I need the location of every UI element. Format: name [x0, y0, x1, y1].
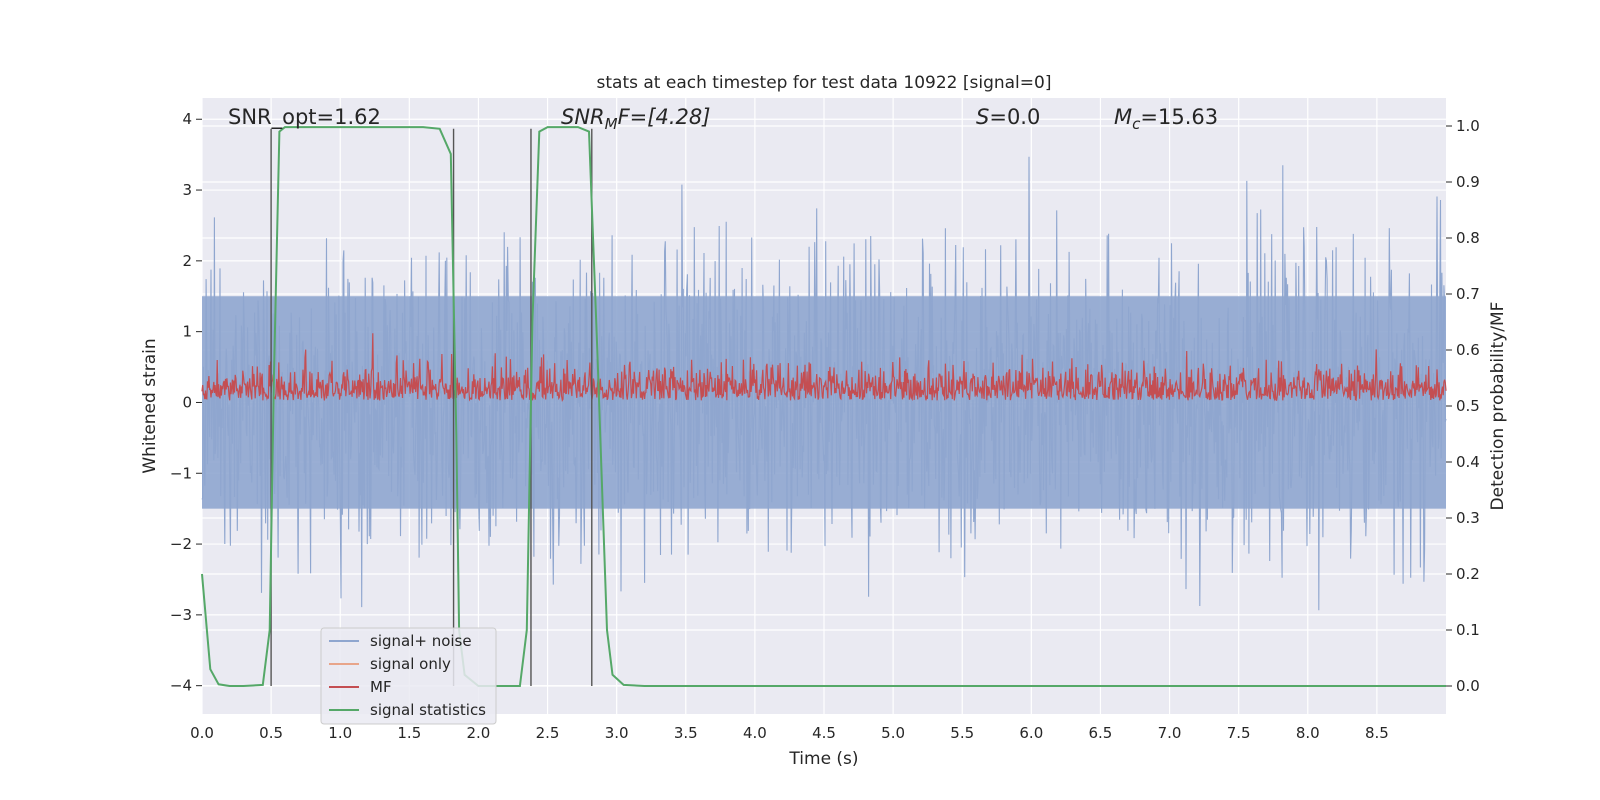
x-tick-9: 4.5 — [812, 724, 836, 742]
x-tick-14: 7.0 — [1158, 724, 1182, 742]
legend-label-3: signal statistics — [370, 701, 486, 719]
x-tick-2: 1.0 — [328, 724, 352, 742]
annotation-snr-mf-rest: F=[4.28] — [618, 105, 711, 129]
annotation-mc: Mc=15.63 — [1114, 105, 1218, 133]
annotation-s-var: S — [976, 105, 989, 129]
x-tick-11: 5.5 — [950, 724, 974, 742]
legend-label-1: signal only — [370, 655, 451, 673]
x-tick-7: 3.5 — [674, 724, 698, 742]
x-tick-1: 0.5 — [259, 724, 283, 742]
mf-series — [201, 333, 1447, 402]
y-left-tick-2: 2 — [182, 252, 192, 270]
y-left-tick-4: 0 — [182, 393, 192, 411]
y-right-tick-9: 0.1 — [1456, 621, 1480, 639]
signal-statistics-series — [201, 126, 1446, 687]
y-right-tick-2: 0.8 — [1456, 229, 1480, 247]
annotation-mc-rest: =15.63 — [1140, 105, 1218, 129]
annotation-mc-sub: c — [1132, 115, 1141, 133]
annotation-s-rest: =0.0 — [989, 105, 1040, 129]
annotation-snr-mf-sub: M — [605, 115, 618, 133]
y-left-tick-labels: 4 3 2 1 0 −1 −2 −3 −4 — [170, 110, 202, 695]
y-left-tick-7: −3 — [170, 606, 192, 624]
y-right-tick-3: 0.7 — [1456, 285, 1480, 303]
x-axis-label: Time (s) — [788, 749, 858, 769]
x-tick-15: 7.5 — [1227, 724, 1251, 742]
y-right-tick-1: 0.9 — [1456, 173, 1480, 191]
x-tick-8: 4.0 — [743, 724, 767, 742]
x-tick-16: 8.0 — [1296, 724, 1320, 742]
chart-title: stats at each timestep for test data 109… — [597, 73, 1052, 93]
x-tick-3: 1.5 — [397, 724, 421, 742]
annotation-snr-mf-main: SNR — [561, 105, 605, 129]
signal-statistics-line — [201, 126, 1446, 687]
y-left-axis-label: Whitened strain — [140, 338, 160, 473]
y-right-tick-labels: 1.0 0.9 0.8 0.7 0.6 0.5 0.4 0.3 0.2 0.1 0.0 — [1446, 117, 1480, 695]
x-tick-12: 6.0 — [1019, 724, 1043, 742]
y-right-tick-0: 1.0 — [1456, 117, 1480, 135]
y-right-tick-10: 0.0 — [1456, 677, 1480, 695]
y-left-tick-6: −2 — [170, 535, 192, 553]
y-left-tick-5: −1 — [170, 464, 192, 482]
x-tick-17: 8.5 — [1365, 724, 1389, 742]
legend: signal+ noise signal only MF signal statist… — [320, 627, 497, 725]
x-tick-13: 6.5 — [1089, 724, 1113, 742]
y-left-tick-1: 3 — [182, 181, 192, 199]
y-left-tick-8: −4 — [170, 677, 192, 695]
y-right-tick-5: 0.5 — [1456, 397, 1480, 415]
y-right-tick-4: 0.6 — [1456, 341, 1480, 359]
legend-label-2: MF — [370, 678, 392, 696]
annotation-snr-opt: SNR_opt=1.62 — [228, 105, 381, 130]
x-tick-6: 3.0 — [605, 724, 629, 742]
y-left-tick-0: 4 — [182, 110, 192, 128]
x-tick-0: 0.0 — [190, 724, 214, 742]
signal-noise-series — [201, 156, 1447, 611]
legend-box — [320, 627, 497, 725]
y-right-axis-label: Detection probability/MF — [1488, 302, 1508, 511]
x-tick-5: 2.5 — [536, 724, 560, 742]
annotation-mc-var: M — [1114, 105, 1132, 129]
signal-noise-line — [201, 156, 1447, 611]
annotation-s: S=0.0 — [976, 105, 1040, 129]
x-tick-labels: 0.0 0.5 1.0 1.5 2.0 2.5 3.0 3.5 4.0 4.5 5.0 5.5 6.0 6… — [190, 724, 1389, 742]
legend-label-0: signal+ noise — [370, 632, 472, 650]
x-tick-4: 2.0 — [467, 724, 491, 742]
annotation-snr-mf: SNRMF=[4.28] — [561, 105, 710, 133]
x-tick-10: 5.0 — [881, 724, 905, 742]
mf-line — [201, 333, 1447, 402]
y-right-tick-8: 0.2 — [1456, 565, 1480, 583]
y-left-tick-3: 1 — [182, 323, 192, 341]
y-right-tick-7: 0.3 — [1456, 509, 1480, 527]
y-right-tick-6: 0.4 — [1456, 453, 1480, 471]
